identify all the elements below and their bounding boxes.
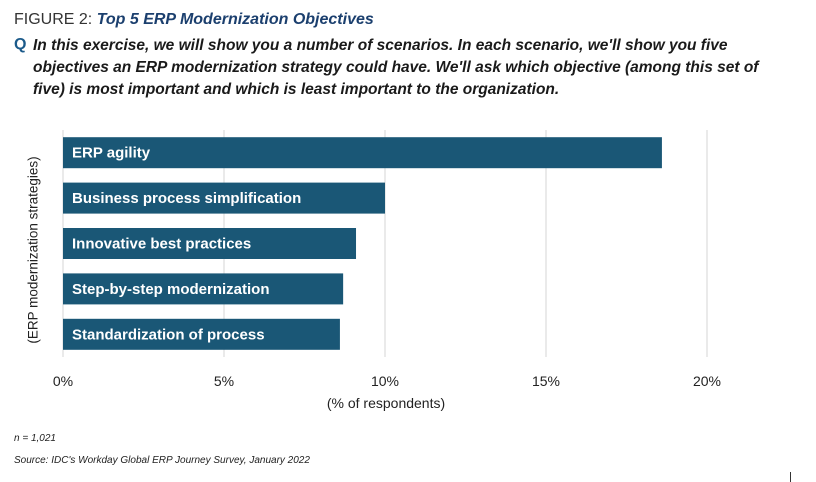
x-axis-label: (% of respondents) xyxy=(326,395,446,411)
bar xyxy=(63,318,340,350)
bar-label: Innovative best practices xyxy=(72,236,251,253)
figure-prefix: FIGURE 2: xyxy=(14,11,97,28)
bar-label: ERP agility xyxy=(72,145,151,162)
figure-name: Top 5 ERP Modernization Objectives xyxy=(96,11,374,28)
bar xyxy=(63,182,385,214)
bar xyxy=(63,137,662,169)
question-marker: Q xyxy=(14,36,27,53)
x-tick-label: 5% xyxy=(214,373,234,389)
bar-chart: 0% 5% 10% 15% 20% ERP agility Business process… xyxy=(53,130,721,389)
x-tick-label: 0% xyxy=(53,373,73,389)
bar-label: Step-by-step modernization xyxy=(72,281,270,298)
x-tick-label: 20% xyxy=(693,373,721,389)
question-text: In this exercise, we will show you a num… xyxy=(33,37,759,98)
bar-label: Standardization of process xyxy=(72,326,265,343)
x-tick-label: 15% xyxy=(532,373,560,389)
x-tick-label: 10% xyxy=(371,373,399,389)
sample-size-note: n = 1,021 xyxy=(14,433,56,444)
source-note: Source: IDC's Workday Global ERP Journey… xyxy=(14,455,310,466)
bar-label: Business process simplification xyxy=(72,190,301,207)
figure-title: FIGURE 2: Top 5 ERP Modernization Object… xyxy=(14,10,374,30)
bar xyxy=(63,228,357,259)
text-cursor xyxy=(790,472,791,482)
bar xyxy=(63,273,344,305)
